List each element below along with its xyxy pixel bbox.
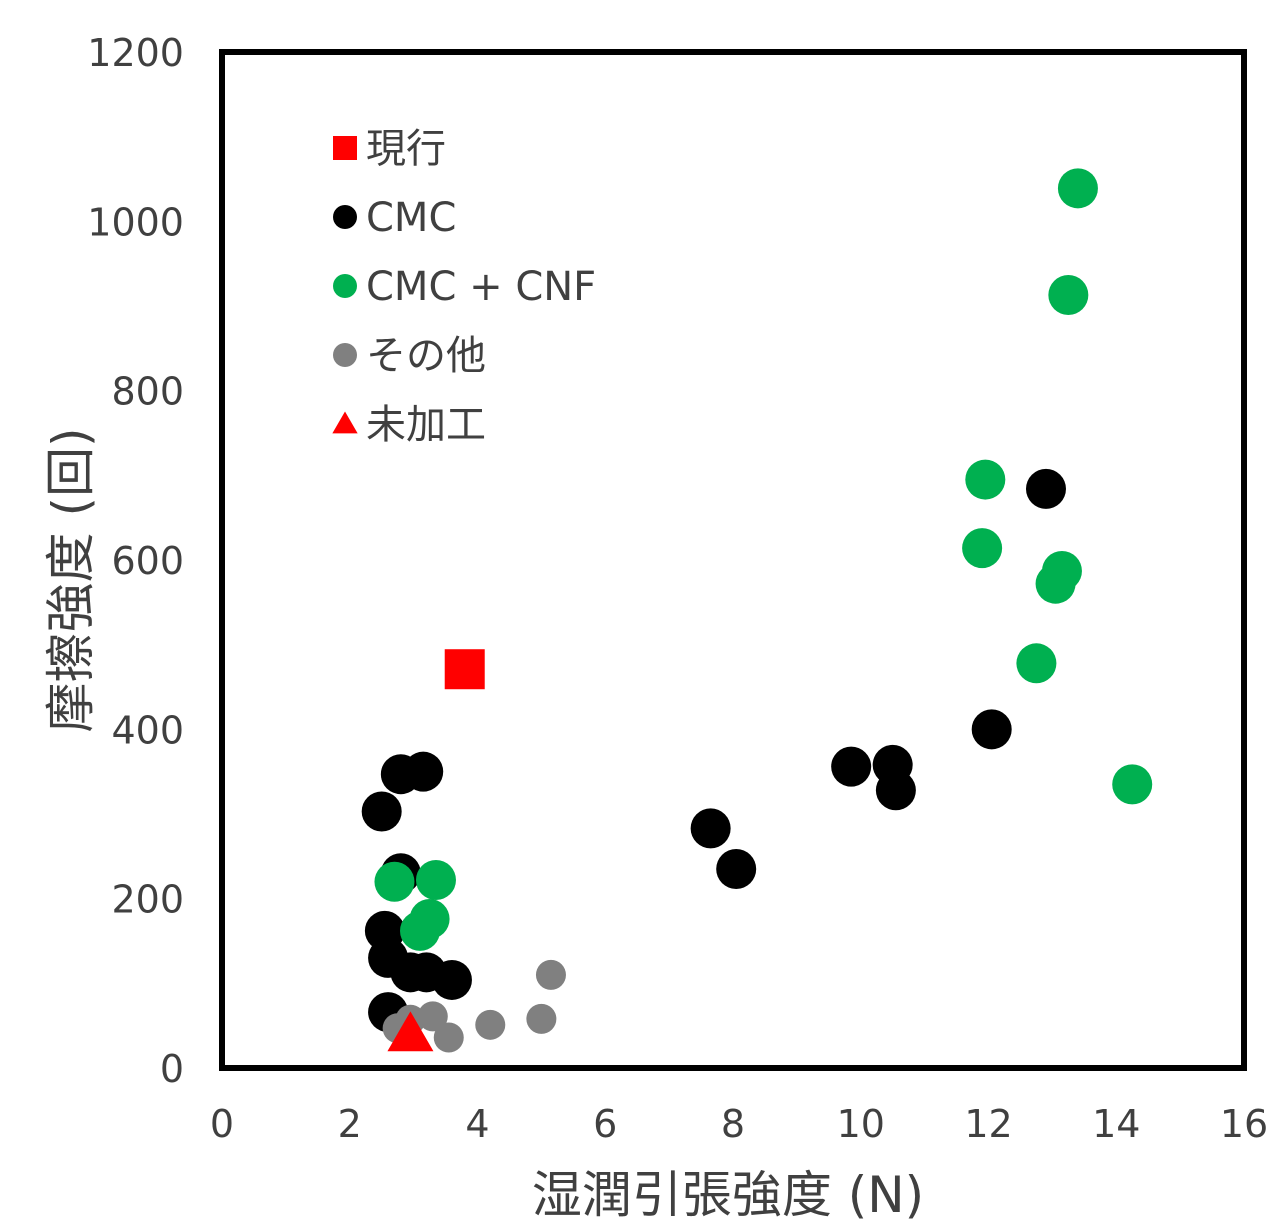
y-tick-label: 200 bbox=[111, 878, 184, 922]
legend-marker bbox=[333, 343, 357, 367]
y-tick-label: 400 bbox=[111, 708, 184, 752]
data-point bbox=[875, 770, 916, 811]
legend-item: CMC bbox=[333, 195, 456, 241]
x-axis-title: 湿潤引張強度 (N) bbox=[532, 1166, 924, 1220]
data-point bbox=[400, 910, 441, 951]
data-point bbox=[526, 1003, 557, 1034]
legend-label: 現行 bbox=[366, 126, 446, 172]
data-point bbox=[444, 649, 485, 690]
data-point bbox=[1112, 764, 1153, 805]
x-tick-label: 8 bbox=[721, 1102, 745, 1146]
series-CMC bbox=[361, 468, 1066, 1033]
x-tick-label: 10 bbox=[837, 1102, 885, 1146]
data-point bbox=[431, 959, 472, 1000]
legend-marker bbox=[332, 411, 358, 434]
y-tick-label: 800 bbox=[111, 370, 184, 414]
series-未加工 bbox=[387, 1011, 434, 1052]
data-point bbox=[433, 1022, 464, 1053]
legend-marker bbox=[333, 274, 357, 298]
legend-label: その他 bbox=[366, 333, 486, 379]
legend-label: CMC + CNF bbox=[366, 264, 596, 310]
data-point bbox=[417, 1001, 448, 1032]
data-point bbox=[374, 861, 415, 902]
x-tick-label: 16 bbox=[1220, 1102, 1268, 1146]
data-point bbox=[1025, 468, 1066, 509]
legend-marker bbox=[333, 136, 357, 160]
data-point bbox=[1016, 643, 1057, 684]
x-tick-label: 12 bbox=[964, 1102, 1012, 1146]
data-point bbox=[1057, 168, 1098, 209]
x-tick-label: 6 bbox=[593, 1102, 617, 1146]
y-tick-label: 0 bbox=[160, 1047, 184, 1091]
x-tick-label: 14 bbox=[1092, 1102, 1140, 1146]
legend-item: 現行 bbox=[333, 126, 446, 172]
data-point bbox=[965, 459, 1006, 500]
data-point bbox=[535, 959, 566, 990]
data-point bbox=[403, 751, 444, 792]
plot-area-frame bbox=[219, 49, 1247, 1071]
y-axis-title: 摩擦強度 (回) bbox=[42, 428, 100, 733]
data-point bbox=[962, 528, 1003, 569]
data-point bbox=[831, 746, 872, 787]
data-point bbox=[361, 791, 402, 832]
chart-marks bbox=[361, 168, 1153, 1053]
data-point bbox=[690, 808, 731, 849]
legend-item: 未加工 bbox=[332, 402, 486, 448]
y-tick-label: 600 bbox=[111, 539, 184, 583]
legend-marker bbox=[333, 205, 357, 229]
series-CMC + CNF bbox=[374, 168, 1153, 951]
data-point bbox=[1041, 551, 1082, 592]
data-point bbox=[716, 849, 757, 890]
legend-label: 未加工 bbox=[366, 402, 486, 448]
y-tick-label: 1000 bbox=[87, 200, 184, 244]
data-point bbox=[415, 860, 456, 901]
y-tick-label: 1200 bbox=[87, 31, 184, 75]
series-現行 bbox=[444, 649, 485, 690]
series-その他 bbox=[382, 959, 566, 1053]
y-axis-ticks: 0 200 400 600 800 1000 1200 bbox=[87, 31, 184, 1091]
x-tick-label: 0 bbox=[210, 1102, 234, 1146]
data-point bbox=[475, 1009, 506, 1040]
x-tick-label: 4 bbox=[465, 1102, 489, 1146]
data-point bbox=[387, 1011, 434, 1052]
x-axis-ticks: 0 2 4 6 8 10 12 14 16 bbox=[210, 1102, 1268, 1146]
legend-item: CMC + CNF bbox=[333, 264, 596, 310]
data-point bbox=[971, 709, 1012, 750]
legend-item: その他 bbox=[333, 333, 486, 379]
data-point bbox=[1048, 274, 1089, 315]
legend-label: CMC bbox=[366, 195, 456, 241]
x-tick-label: 2 bbox=[338, 1102, 362, 1146]
